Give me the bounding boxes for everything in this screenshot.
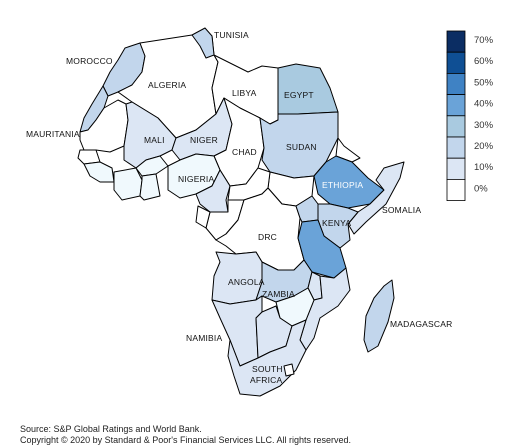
legend-tick-label: 30% bbox=[474, 120, 494, 131]
label-chad: CHAD bbox=[232, 147, 257, 157]
legend-swatch-0 bbox=[446, 30, 466, 53]
label-namibia: NAMIBIA bbox=[186, 333, 222, 343]
legend-tick-label: 0% bbox=[474, 183, 488, 194]
label-niger: NIGER bbox=[190, 135, 218, 145]
legend-swatch-2 bbox=[446, 73, 466, 96]
label-zambia: ZAMBIA bbox=[262, 289, 295, 299]
country-cote-divoire bbox=[113, 167, 143, 201]
label-sudan: SUDAN bbox=[286, 142, 317, 152]
legend: 70% 60% 50% 40% 30% 20% 10% 0% bbox=[446, 30, 494, 201]
label-south-africa-line2: AFRICA bbox=[250, 375, 283, 385]
label-algeria: ALGERIA bbox=[148, 80, 186, 90]
legend-tick-label: 70% bbox=[474, 35, 494, 46]
country-namibia bbox=[211, 295, 263, 367]
country-ghana bbox=[139, 173, 161, 201]
footer-copyright: Copyright © 2020 by Standard & Poor's Fi… bbox=[20, 435, 352, 445]
label-libya: LIBYA bbox=[232, 88, 257, 98]
legend-swatch-4 bbox=[446, 115, 466, 138]
country-eritrea bbox=[335, 137, 361, 163]
country-south-africa bbox=[227, 319, 307, 397]
label-ethiopia: ETHIOPIA bbox=[322, 180, 363, 190]
country-guinea bbox=[83, 161, 115, 183]
label-egypt: EGYPT bbox=[284, 90, 314, 100]
country-somalia bbox=[347, 161, 405, 235]
legend-swatch-6 bbox=[446, 157, 466, 180]
label-morocco: MOROCCO bbox=[66, 56, 113, 66]
country-egypt bbox=[277, 63, 339, 115]
legend-tick-label: 60% bbox=[474, 56, 494, 67]
legend-tick-label: 40% bbox=[474, 99, 494, 110]
country-senegal bbox=[77, 149, 101, 165]
legend-swatch-7 bbox=[446, 178, 466, 201]
country-madagascar bbox=[363, 279, 395, 353]
legend-tick-label: 20% bbox=[474, 141, 494, 152]
label-mali: MALI bbox=[144, 135, 165, 145]
legend-swatch-1 bbox=[446, 51, 466, 74]
legend-swatch-3 bbox=[446, 94, 466, 117]
countries bbox=[77, 27, 405, 397]
country-gabon bbox=[195, 205, 211, 229]
label-mauritania: MAURITANIA bbox=[26, 129, 80, 139]
label-angola: ANGOLA bbox=[228, 277, 265, 287]
label-drc: DRC bbox=[258, 232, 277, 242]
legend-tick-label: 10% bbox=[474, 162, 494, 173]
legend-swatch-5 bbox=[446, 136, 466, 159]
country-lesotho bbox=[283, 363, 295, 377]
label-kenya: KENYA bbox=[322, 218, 351, 228]
label-south-africa-line1: SOUTH bbox=[252, 364, 283, 374]
label-somalia: SOMALIA bbox=[382, 205, 421, 215]
label-tunisia: TUNISIA bbox=[214, 30, 249, 40]
label-nigeria: NIGERIA bbox=[178, 174, 214, 184]
footer-source: Source: S&P Global Ratings and World Ban… bbox=[20, 424, 202, 434]
legend-tick-label: 50% bbox=[474, 77, 494, 88]
label-madagascar: MADAGASCAR bbox=[390, 319, 452, 329]
country-labels: TUNISIA MOROCCO ALGERIA LIBYA EGYPT MAUR… bbox=[26, 30, 452, 385]
